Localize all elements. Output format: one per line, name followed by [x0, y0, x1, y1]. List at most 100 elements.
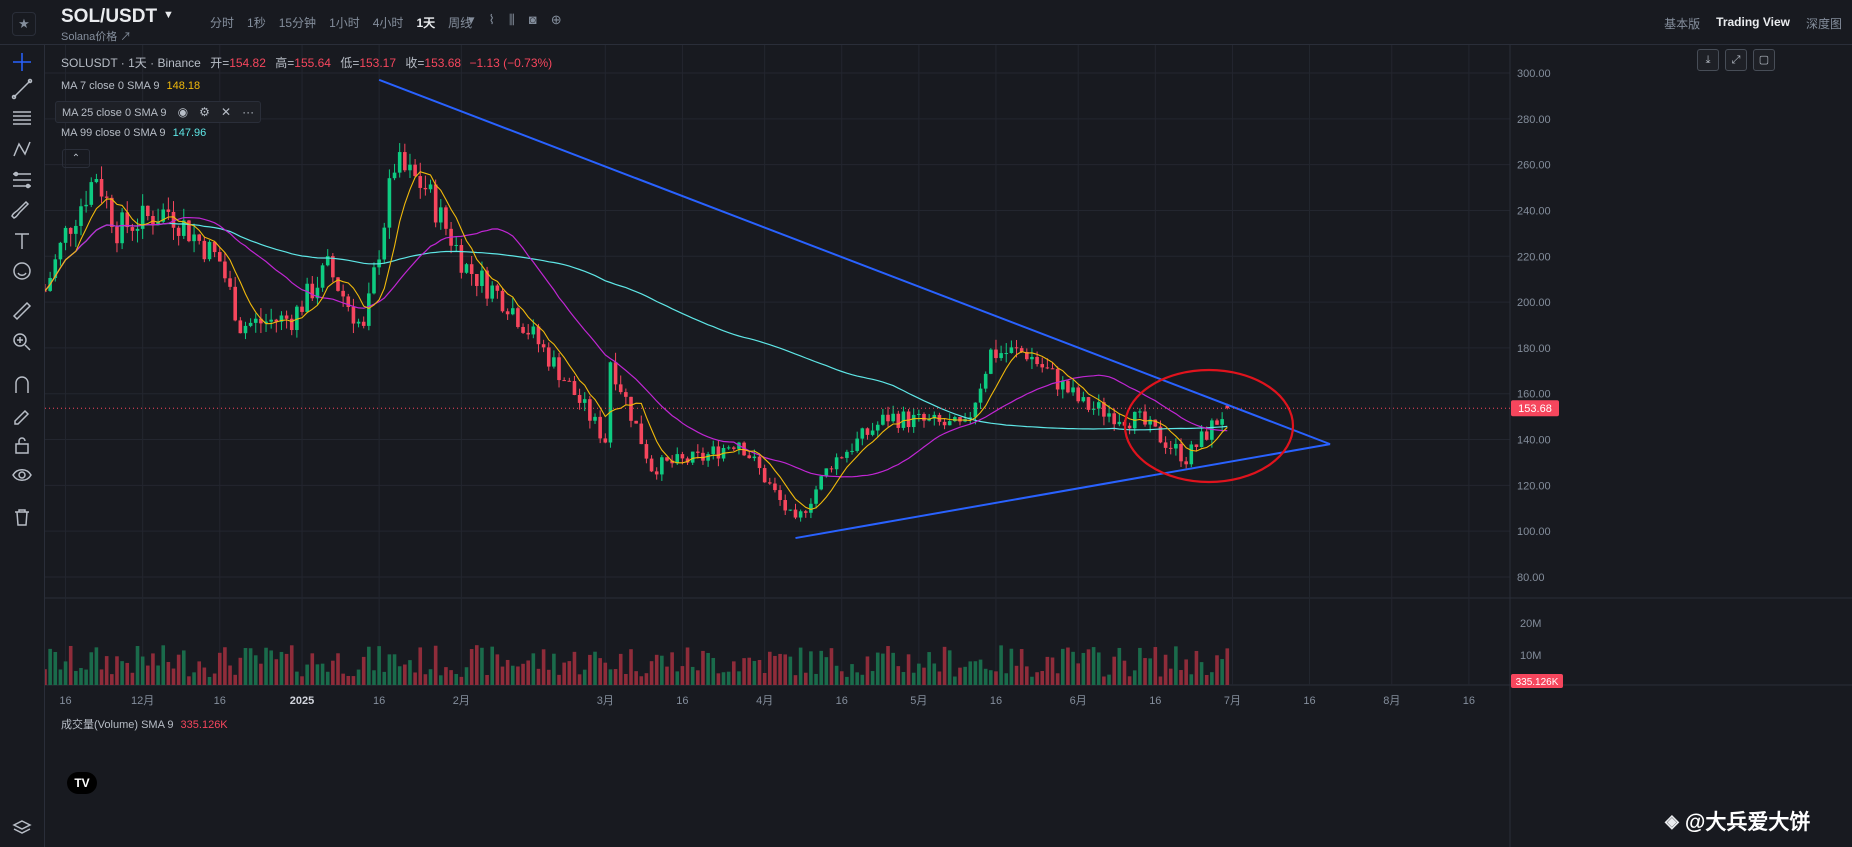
add-icon[interactable]: ⊕ — [550, 12, 562, 27]
volume-bar — [94, 647, 99, 685]
interval-3[interactable]: 1小时 — [329, 16, 360, 30]
layers-icon[interactable] — [9, 815, 35, 841]
ma7-value: 148.18 — [166, 80, 201, 92]
time-tick-label: 16 — [836, 695, 848, 707]
horizontal-lines-icon[interactable] — [9, 105, 35, 131]
ma25-legend[interactable]: MA 25 close 0 SMA 9 ◉ ⚙ ✕ ··· — [55, 101, 262, 123]
view-0[interactable]: 基本版 — [1664, 17, 1701, 31]
volume-bar — [989, 670, 993, 685]
view-switcher: 基本版 Trading View 深度图 — [1664, 15, 1842, 32]
candle-body — [968, 417, 973, 420]
candle-body — [459, 245, 464, 273]
candle-body — [901, 411, 906, 428]
volume-bar — [207, 676, 212, 685]
volume-bar — [269, 650, 273, 685]
candle-body — [331, 256, 335, 278]
volume-bar — [1040, 671, 1045, 685]
time-tick-label: 16 — [373, 695, 385, 707]
candle-body — [536, 326, 541, 345]
view-2[interactable]: 深度图 — [1805, 17, 1842, 31]
interval-5[interactable]: 1天 — [416, 16, 436, 30]
lock-icon[interactable] — [9, 432, 35, 458]
volume-bar — [531, 653, 536, 685]
volume-bar — [1050, 657, 1055, 685]
candle-body — [839, 457, 844, 459]
window-icon[interactable]: ▢ — [1753, 49, 1775, 71]
lock-drawing-icon[interactable] — [9, 401, 35, 427]
text-icon[interactable] — [9, 228, 35, 254]
price-chart[interactable]: 300.00 280.00 260.00 240.00 220.00 200.00 180.… — [45, 45, 1852, 847]
trendline-1 — [795, 443, 1331, 540]
camera-icon[interactable]: ◙ — [528, 12, 537, 27]
symbol-subtitle[interactable]: Solana价格 ↗ — [61, 31, 132, 43]
candle-type-icon[interactable]: ⫼ — [508, 12, 515, 27]
zoom-icon[interactable] — [9, 329, 35, 355]
trash-icon[interactable] — [9, 504, 35, 530]
candle-body — [104, 196, 109, 198]
candle-body — [269, 319, 273, 322]
volume-bar — [947, 650, 952, 685]
fib-icon[interactable] — [9, 167, 35, 193]
current-price-tag — [1511, 400, 1559, 417]
collapse-legend-button[interactable]: ⌃ — [62, 149, 90, 168]
close-icon[interactable]: ✕ — [221, 105, 232, 119]
emoji-icon[interactable] — [9, 258, 35, 284]
ruler-icon[interactable] — [9, 298, 35, 324]
candle-body — [762, 468, 767, 483]
candle-body — [53, 259, 58, 278]
volume-bar — [1122, 660, 1127, 685]
volume-bar — [341, 673, 345, 685]
settings-icon[interactable]: ⚙ — [199, 105, 210, 119]
volume-bar — [726, 671, 731, 685]
more-icon[interactable]: ··· — [242, 105, 255, 119]
eye-icon[interactable]: ◉ — [177, 105, 189, 119]
candle-body — [675, 454, 680, 464]
interval-4[interactable]: 4小时 — [372, 16, 404, 30]
view-1[interactable]: Trading View — [1716, 15, 1790, 29]
volume-bar — [1071, 651, 1075, 685]
candle-body — [439, 207, 443, 223]
symbol-dropdown-icon[interactable]: ▼ — [163, 9, 174, 21]
price-tick-label: 200.00 — [1517, 297, 1551, 309]
visibility-icon[interactable] — [9, 462, 35, 488]
ma7-legend[interactable]: MA 7 close 0 SMA 9 148.18 — [61, 80, 200, 92]
volume-tick-label: 10M — [1520, 650, 1541, 662]
magnet-icon[interactable] — [9, 372, 35, 398]
candle-body — [140, 205, 145, 229]
brush-icon[interactable] — [9, 197, 35, 223]
symbol-title[interactable]: SOL/USDT — [61, 6, 158, 27]
ma99-legend[interactable]: MA 99 close 0 SMA 9 147.96 — [61, 127, 206, 139]
volume-bar — [413, 672, 417, 685]
fullscreen-icon[interactable]: ⤢ — [1725, 49, 1747, 71]
volume-bar — [1168, 668, 1173, 685]
trendline-icon[interactable] — [9, 76, 35, 102]
candle-body — [1102, 402, 1106, 417]
candle-body — [634, 420, 638, 424]
favorite-star-icon[interactable]: ★ — [12, 12, 36, 36]
volume-bar — [377, 646, 381, 685]
volume-bar — [582, 669, 587, 685]
candle-body — [824, 468, 829, 477]
volume-bar — [721, 672, 726, 685]
volume-bar — [1138, 647, 1142, 685]
crosshair-icon[interactable] — [9, 49, 35, 75]
pattern-icon[interactable] — [9, 136, 35, 162]
volume-bar — [927, 652, 931, 685]
more-intervals-icon[interactable]: ▾ — [468, 12, 475, 27]
candle-body — [773, 483, 777, 491]
interval-1[interactable]: 1秒 — [247, 16, 266, 30]
interval-6[interactable]: 周线 — [448, 16, 473, 30]
indicator-icon[interactable]: ⌇ — [488, 12, 495, 27]
download-icon[interactable]: ⤓ — [1697, 49, 1719, 71]
interval-0[interactable]: 分时 — [210, 16, 235, 30]
candle-body — [1138, 411, 1142, 413]
volume-bar — [922, 667, 926, 685]
volume-bar — [757, 660, 762, 685]
volume-bar — [1179, 670, 1183, 685]
interval-2[interactable]: 15分钟 — [278, 16, 317, 30]
volume-bar — [89, 652, 94, 685]
candle-body — [115, 226, 119, 244]
volume-bar — [680, 666, 685, 685]
candle-body — [989, 349, 993, 374]
volume-bar — [937, 671, 942, 685]
